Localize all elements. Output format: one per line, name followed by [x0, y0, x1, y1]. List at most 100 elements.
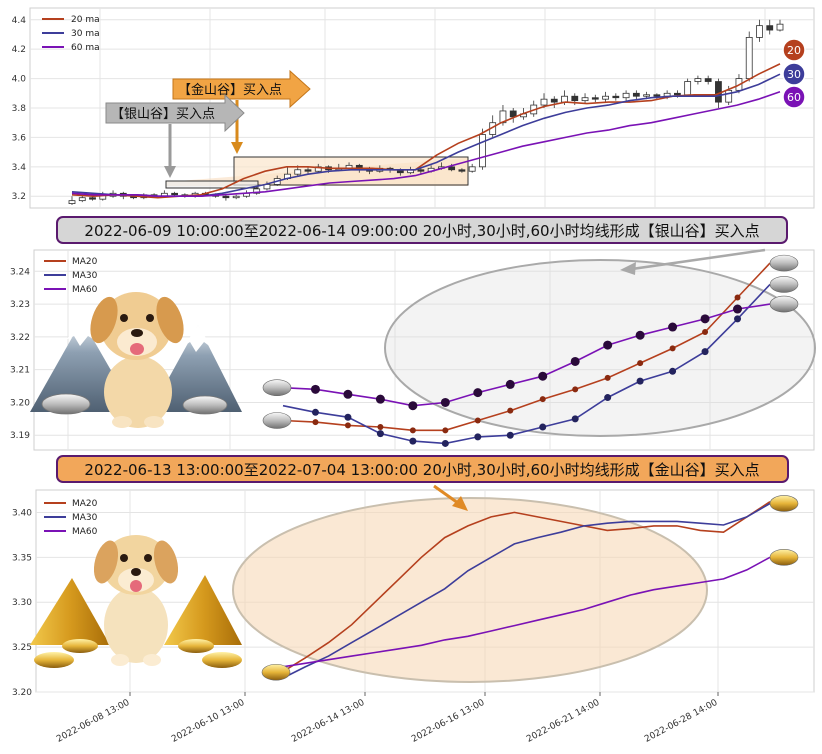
mountain-left-snow [66, 320, 98, 346]
middle-pointer-arrow [620, 248, 766, 275]
candle-body [622, 92, 630, 99]
top-legend: 20 ma 30 ma 60 ma [42, 15, 100, 53]
middle-ingot-end [769, 276, 799, 293]
legend-label-ma30: 30 ma [71, 29, 100, 39]
badge-ma20-label: 20 [787, 44, 801, 57]
middle-ma-lines [282, 262, 771, 447]
bottom-ingot-markers [261, 495, 799, 681]
middle-point-MA20 [539, 396, 546, 403]
middle-point-MA20 [572, 386, 579, 393]
middle-point-MA60 [343, 389, 353, 399]
middle-point-MA30 [669, 367, 677, 375]
middle-point-MA30 [474, 433, 482, 441]
pyramid-left [30, 578, 110, 645]
candle-body [253, 188, 261, 194]
bottom-ingot-start [261, 663, 291, 681]
candle-body [673, 92, 681, 96]
silver-arrow-label: 【银山谷】买入点 [111, 107, 215, 122]
middle-point-MA30 [604, 394, 612, 402]
bottom-pointer-line [433, 484, 459, 505]
dog-body [104, 587, 168, 663]
candle-body [715, 81, 722, 103]
legend-label-ma60: 60 ma [71, 43, 100, 53]
silver-valley-box [165, 180, 259, 189]
candle-body [222, 195, 230, 199]
middle-ingot-markers [262, 254, 799, 429]
dog-paw-right [144, 416, 164, 428]
candle-body [509, 110, 517, 118]
middle-point-MA60 [310, 384, 320, 394]
candle-body [704, 78, 712, 82]
candle-body [581, 97, 589, 102]
pyramid-illustration [30, 575, 242, 668]
bottom-x-axis: 2022-06-08 13:00 2022-06-10 13:00 2022-06-… [55, 692, 720, 745]
middle-ingot-start [262, 379, 292, 397]
middle-point-MA30 [376, 430, 384, 438]
candle-body [540, 98, 548, 106]
dog-paw-right [143, 654, 161, 666]
silver-title-banner [56, 216, 788, 244]
middle-point-MA30 [506, 431, 514, 439]
middle-point-MA20 [604, 374, 611, 381]
middle-plot-frame [33, 249, 815, 451]
middle-point-MA60 [375, 394, 385, 404]
candle-body [68, 200, 76, 204]
middle-point-MA60 [668, 322, 678, 332]
legend-label-ma60: MA60 [72, 285, 98, 295]
dog-tongue [130, 343, 144, 355]
dog-eye-left [120, 554, 128, 562]
dog-illustration-bottom [93, 535, 179, 666]
gold-title-text: 2022-06-13 13:00:00至2022-07-04 13:00:00 … [84, 461, 759, 479]
bottom-legend: MA20 MA30 MA60 [44, 499, 98, 537]
candle-body [479, 134, 486, 168]
middle-point-MA20 [637, 360, 644, 367]
middle-pointer-head [620, 262, 636, 275]
candle-body [776, 23, 784, 31]
bottom-y-tick-label: 3.20 [12, 688, 32, 698]
middle-series-MA60 [282, 303, 771, 407]
top-y-tick-label: 3.8 [12, 104, 27, 114]
candle-body [684, 81, 692, 96]
top-ma-lines [71, 63, 781, 199]
candle-body [304, 169, 312, 172]
candle-body [725, 89, 733, 103]
middle-y-tick-label: 3.23 [10, 300, 30, 310]
badge-ma20 [782, 38, 806, 62]
top-y-tick-label: 3.2 [12, 192, 26, 202]
badge-ma30 [782, 62, 806, 86]
candle-body [745, 37, 753, 79]
middle-point-MA60 [473, 388, 483, 398]
middle-point-MA30 [539, 423, 547, 431]
dog-tongue [130, 580, 142, 592]
middle-point-MA20 [344, 422, 351, 429]
dog-paw-left [111, 654, 129, 666]
middle-point-MA30 [344, 413, 352, 421]
bottom-ingot-end [769, 495, 799, 512]
bottom-x-tick-label: 2022-06-16 13:00 [410, 698, 487, 745]
middle-point-MA60 [440, 397, 450, 407]
middle-series-MA30 [282, 283, 771, 445]
bottom-y-tick-label: 3.30 [12, 598, 32, 608]
candle-body [232, 195, 240, 199]
gold-pointer-head [231, 142, 243, 154]
middle-point-MA60 [570, 356, 580, 366]
candle-body [653, 94, 661, 97]
gold-valley-box [233, 156, 469, 186]
candle-body [632, 92, 640, 97]
pyramid-right [164, 575, 242, 645]
gold-ingot-4 [202, 652, 242, 668]
legend-label-ma20: MA20 [72, 499, 98, 509]
silver-buy-arrow: 【银山谷】买入点 [105, 93, 245, 178]
candle-body [571, 95, 579, 102]
bottom-y-axis: 3.20 3.25 3.30 3.35 3.40 [12, 508, 32, 698]
ma-badges: 20 30 60 [782, 38, 806, 109]
legend-label-ma20: MA20 [72, 257, 98, 267]
middle-panel: 3.19 3.20 3.21 3.22 3.23 3.24 [10, 216, 816, 451]
dog-nose [131, 568, 141, 576]
silver-valley-ellipse [384, 259, 816, 437]
silver-pointer-head [164, 166, 176, 178]
middle-point-MA60 [538, 371, 548, 381]
bottom-series-MA30 [281, 502, 771, 680]
